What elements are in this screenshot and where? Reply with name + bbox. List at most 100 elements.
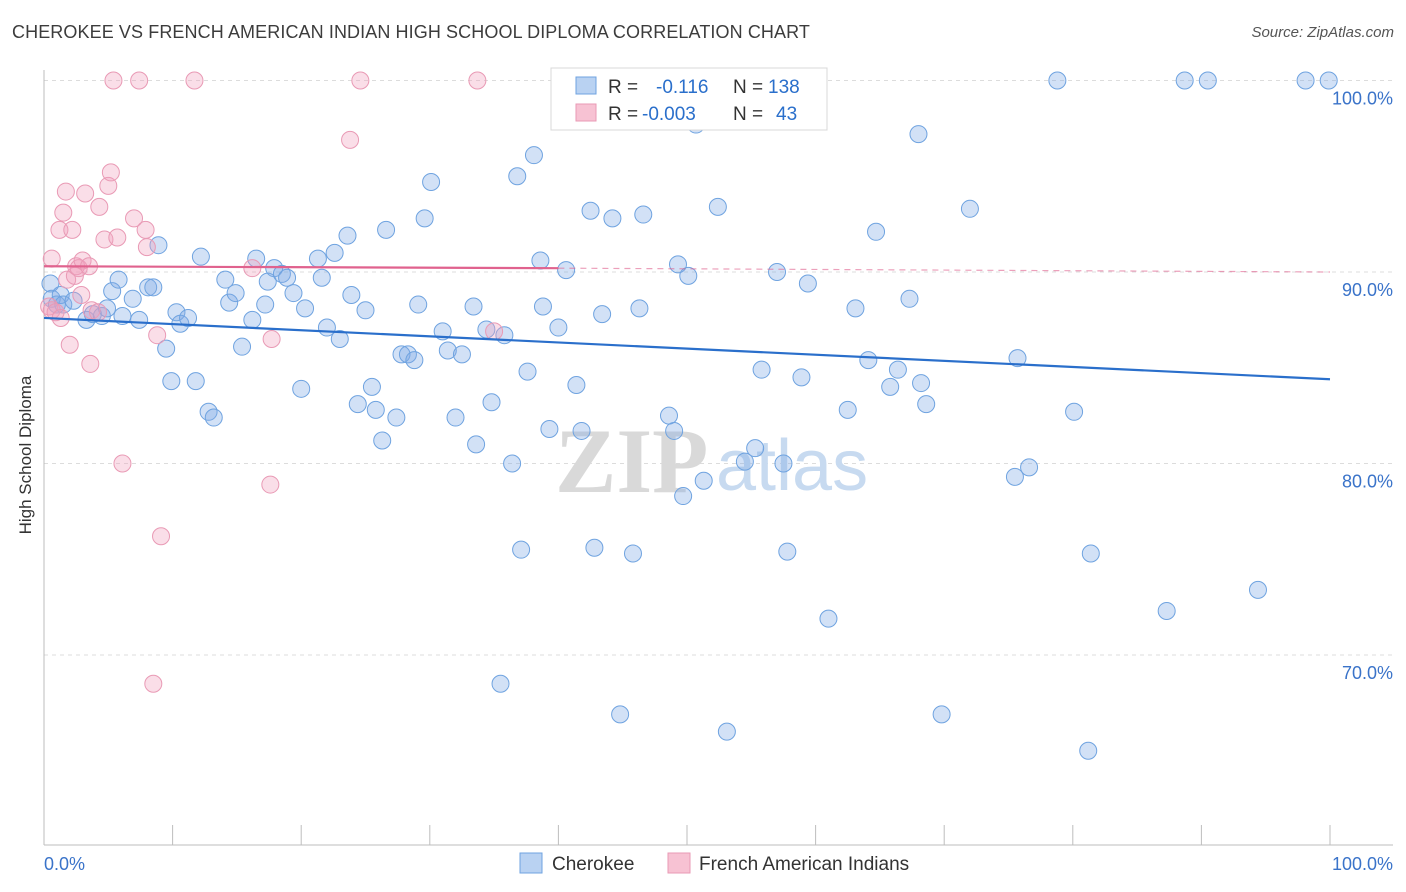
point-cherokee [665, 421, 684, 440]
source-label: Source: ZipAtlas.com [1251, 24, 1394, 41]
point-cherokee [216, 270, 235, 289]
point-cherokee [960, 199, 979, 218]
point-cherokee [1198, 71, 1217, 90]
point-cherokee [717, 722, 736, 741]
point-cherokee [464, 297, 483, 316]
point-french [81, 354, 100, 373]
point-cherokee [415, 209, 434, 228]
point-cherokee [611, 705, 630, 724]
point-french [148, 326, 167, 345]
point-cherokee [366, 400, 385, 419]
point-cherokee [373, 431, 392, 450]
point-cherokee [312, 268, 331, 287]
point-cherokee [708, 197, 727, 216]
n-label-cherokee: N = [733, 77, 763, 98]
y-tick-label: 80.0% [1342, 472, 1393, 492]
point-cherokee [342, 285, 361, 304]
point-cherokee [47, 295, 66, 314]
y-tick-label: 90.0% [1342, 280, 1393, 300]
point-cherokee [233, 337, 252, 356]
point-cherokee [778, 542, 797, 561]
point-cherokee [630, 299, 649, 318]
point-cherokee [572, 421, 591, 440]
point-cherokee [1296, 71, 1315, 90]
point-cherokee [512, 540, 531, 559]
point-cherokee [1048, 71, 1067, 90]
point-french [152, 527, 171, 546]
point-cherokee [167, 303, 186, 322]
point-cherokee [139, 278, 158, 297]
point-french [468, 71, 487, 90]
point-cherokee [867, 222, 886, 241]
watermark-zip: ZIP [555, 410, 708, 512]
point-cherokee [1081, 544, 1100, 563]
n-value-cherokee: 138 [768, 77, 800, 98]
point-french [485, 322, 504, 341]
point-cherokee [296, 299, 315, 318]
point-french [90, 197, 109, 216]
point-cherokee [1079, 741, 1098, 760]
point-cherokee [130, 310, 149, 329]
y-axis-label: High School Diploma [16, 375, 35, 535]
bottom-legend-label-french: French American Indians [699, 854, 909, 875]
point-cherokee [226, 284, 245, 303]
point-cherokee [452, 345, 471, 364]
point-cherokee [348, 395, 367, 414]
point-cherokee [585, 538, 604, 557]
point-cherokee [292, 379, 311, 398]
bottom-legend-label-cherokee: Cherokee [552, 854, 634, 875]
point-cherokee [819, 609, 838, 628]
point-french [56, 182, 75, 201]
point-french [130, 71, 149, 90]
point-cherokee [1020, 458, 1039, 477]
point-cherokee [508, 167, 527, 186]
point-french [137, 238, 156, 257]
x-tick-label: 100.0% [1332, 854, 1393, 874]
grid-lines [44, 80, 1393, 656]
point-french [243, 259, 262, 278]
point-cherokee [623, 544, 642, 563]
point-french [72, 285, 91, 304]
trend-line-french-extension [558, 267, 1331, 273]
point-cherokee [531, 251, 550, 270]
point-cherokee [482, 393, 501, 412]
point-cherokee [567, 375, 586, 394]
point-french [185, 71, 204, 90]
point-cherokee [98, 299, 117, 318]
point-french [262, 330, 281, 349]
point-cherokee [1175, 71, 1194, 90]
r-value-cherokee: -0.116 [656, 77, 708, 98]
point-cherokee [144, 278, 163, 297]
point-french [101, 163, 120, 182]
point-cherokee [243, 310, 262, 329]
point-french [54, 203, 73, 222]
point-cherokee [109, 270, 128, 289]
point-cherokee [1157, 601, 1176, 620]
data-points [40, 71, 1338, 760]
point-cherokee [603, 209, 622, 228]
point-cherokee [674, 487, 693, 506]
trend-line-cherokee [43, 316, 1331, 381]
bottom-legend-swatch-french [667, 852, 691, 874]
y-tick-label: 100.0% [1332, 89, 1393, 109]
point-cherokee [581, 201, 600, 220]
bottom-legend-swatch-cherokee [519, 852, 543, 874]
point-cherokee [284, 284, 303, 303]
point-french [113, 454, 132, 473]
n-label-french: N = [733, 104, 763, 125]
point-cherokee [405, 351, 424, 370]
point-cherokee [533, 297, 552, 316]
point-french [76, 184, 95, 203]
point-cherokee [881, 377, 900, 396]
point-cherokee [1248, 580, 1267, 599]
point-cherokee [308, 249, 327, 268]
point-cherokee [338, 226, 357, 245]
point-french [60, 335, 79, 354]
point-french [82, 301, 101, 320]
point-cherokee [838, 400, 857, 419]
point-cherokee [387, 408, 406, 427]
point-cherokee [798, 274, 817, 293]
point-french [341, 130, 360, 149]
r-value-french: -0.003 [642, 104, 696, 125]
